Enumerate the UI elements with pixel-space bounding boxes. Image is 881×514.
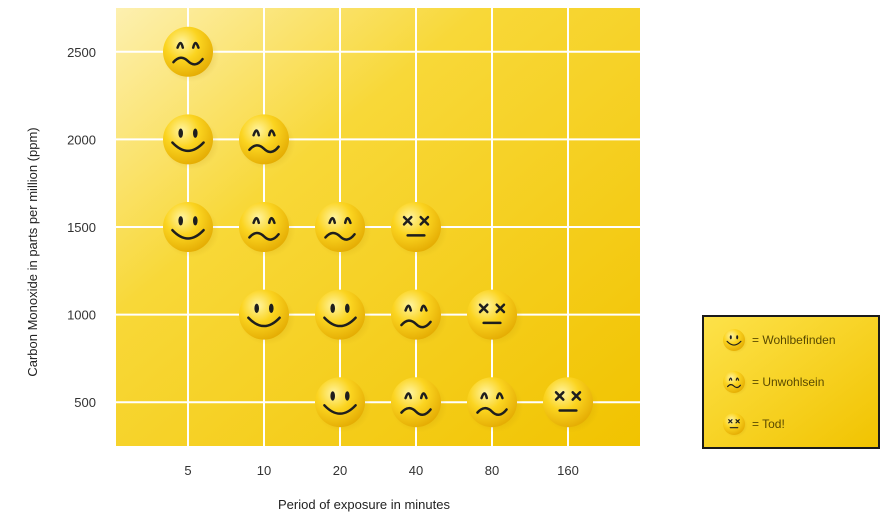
data-point-sick-20-1500 — [315, 202, 372, 258]
y-tick-label: 500 — [74, 395, 96, 410]
x-tick-label: 160 — [557, 463, 579, 478]
x-axis-title: Period of exposure in minutes — [278, 497, 450, 512]
data-point-dead-80-1000 — [467, 289, 524, 345]
y-tick-label: 1000 — [67, 308, 96, 323]
y-tick-label: 2000 — [67, 132, 96, 147]
x-tick-label: 20 — [333, 463, 347, 478]
legend-label: = Tod! — [752, 417, 785, 431]
x-tick-label: 80 — [485, 463, 499, 478]
y-tick-label: 1500 — [67, 220, 96, 235]
data-points — [163, 26, 600, 433]
x-tick-label: 5 — [184, 463, 191, 478]
data-point-happy-5-2000 — [163, 114, 220, 170]
data-point-sick-80-500 — [467, 377, 524, 433]
legend-label: = Wohlbefinden — [752, 333, 836, 347]
data-point-sick-5-2500 — [163, 26, 220, 83]
data-point-happy-20-500 — [315, 377, 372, 433]
y-axis-title: Carbon Monoxide in parts per million (pp… — [25, 127, 40, 376]
y-axis-ticks: 500 1000 1500 2000 2500 — [67, 45, 96, 410]
x-tick-label: 40 — [409, 463, 423, 478]
data-point-sick-40-500 — [391, 377, 448, 433]
data-point-sick-10-1500 — [239, 202, 296, 258]
legend: = Wohlbefinden = Unwohlsein = Tod! — [702, 315, 880, 449]
x-tick-label: 10 — [257, 463, 271, 478]
y-tick-label: 2500 — [67, 45, 96, 60]
data-point-sick-10-2000 — [239, 114, 296, 170]
legend-icon-happy — [723, 329, 748, 354]
data-point-dead-160-500 — [543, 377, 600, 433]
data-point-dead-40-1500 — [391, 202, 448, 258]
legend-icon-dead — [723, 413, 748, 438]
legend-icon-sick — [723, 371, 748, 396]
data-point-happy-20-1000 — [315, 289, 372, 345]
legend-label: = Unwohlsein — [752, 375, 824, 389]
data-point-happy-5-1500 — [163, 202, 220, 258]
x-axis-ticks: 5 10 20 40 80 160 — [184, 463, 578, 478]
data-point-happy-10-1000 — [239, 289, 296, 345]
data-point-sick-40-1000 — [391, 289, 448, 345]
